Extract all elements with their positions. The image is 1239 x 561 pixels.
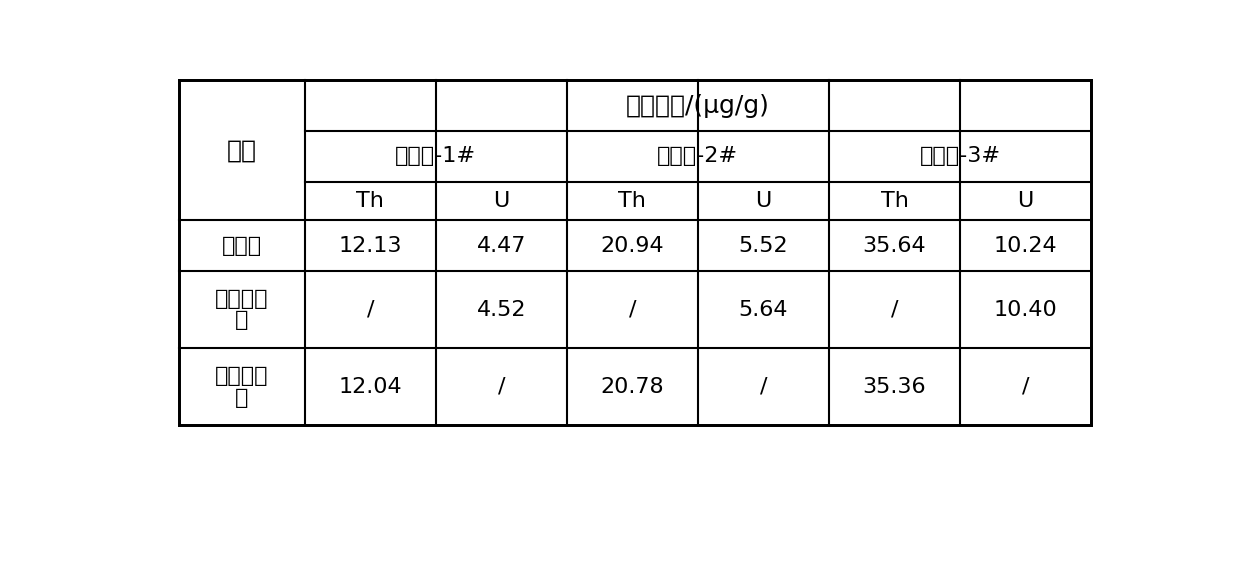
Text: /: / (1022, 377, 1030, 397)
Text: 测定结果/(μg/g): 测定结果/(μg/g) (626, 94, 769, 118)
Text: U: U (1017, 191, 1033, 211)
Text: 20.94: 20.94 (601, 236, 664, 256)
Text: 10.24: 10.24 (994, 236, 1057, 256)
Text: 35.36: 35.36 (862, 377, 927, 397)
Text: /: / (891, 300, 898, 320)
Text: Th: Th (357, 191, 384, 211)
Bar (178, 80, 1092, 425)
Text: /: / (498, 377, 506, 397)
Text: 煤矸石-3#: 煤矸石-3# (919, 146, 1001, 167)
Text: U: U (756, 191, 772, 211)
Text: 5.52: 5.52 (738, 236, 788, 256)
Text: /: / (367, 300, 374, 320)
Text: 法: 法 (235, 310, 249, 330)
Text: 12.13: 12.13 (338, 236, 401, 256)
Text: /: / (760, 377, 767, 397)
Text: 本方法: 本方法 (222, 236, 261, 256)
Text: 分光光度: 分光光度 (216, 366, 269, 386)
Text: U: U (493, 191, 509, 211)
Text: Th: Th (618, 191, 647, 211)
Text: 煤矸石-1#: 煤矸石-1# (395, 146, 476, 167)
Text: 法: 法 (235, 388, 249, 408)
Text: 方法: 方法 (227, 139, 256, 162)
Text: 4.52: 4.52 (477, 300, 527, 320)
Text: /: / (628, 300, 636, 320)
Text: Th: Th (881, 191, 908, 211)
Text: 10.40: 10.40 (994, 300, 1057, 320)
Text: 5.64: 5.64 (738, 300, 788, 320)
Text: 4.47: 4.47 (477, 236, 527, 256)
Text: 激光荧光: 激光荧光 (216, 289, 269, 309)
Text: 12.04: 12.04 (338, 377, 403, 397)
Text: 20.78: 20.78 (601, 377, 664, 397)
Text: 35.64: 35.64 (862, 236, 927, 256)
Text: 煤矸石-2#: 煤矸石-2# (658, 146, 738, 167)
